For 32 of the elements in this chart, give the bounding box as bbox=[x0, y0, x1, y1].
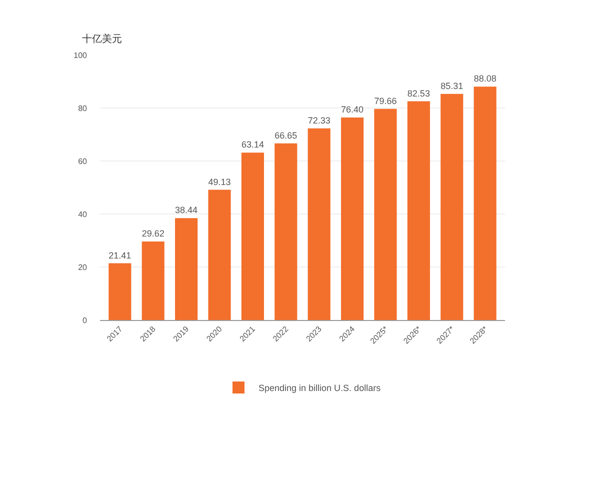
bar bbox=[274, 143, 298, 320]
bar bbox=[308, 128, 330, 320]
data-label: 82.53 bbox=[407, 88, 430, 98]
y-tick-label: 60 bbox=[78, 156, 88, 166]
legend-label: Spending in billion U.S. dollars bbox=[258, 383, 382, 394]
data-label: 88.08 bbox=[474, 74, 496, 84]
bar bbox=[407, 101, 430, 320]
bar bbox=[440, 94, 464, 320]
bar bbox=[108, 263, 132, 320]
data-label: 76.40 bbox=[341, 104, 364, 115]
data-label: 21.41 bbox=[108, 250, 132, 260]
data-label: 79.66 bbox=[374, 96, 397, 106]
bar bbox=[474, 86, 496, 320]
data-label: 38.44 bbox=[175, 205, 198, 216]
y-tick-label: 20 bbox=[78, 262, 88, 272]
bar bbox=[208, 190, 231, 320]
y-tick-label: 80 bbox=[78, 104, 88, 113]
bar bbox=[175, 218, 198, 320]
y-tick-label: 100 bbox=[74, 50, 88, 60]
bar bbox=[142, 242, 164, 320]
bar bbox=[241, 152, 264, 320]
bar bbox=[341, 118, 364, 320]
data-label: 29.62 bbox=[142, 228, 164, 239]
y-tick-label: 0 bbox=[82, 316, 88, 325]
data-label: 72.33 bbox=[308, 115, 330, 126]
data-label: 66.65 bbox=[274, 130, 298, 140]
y-tick-label: 40 bbox=[78, 210, 88, 219]
y-axis-title: 十亿美元 bbox=[82, 33, 122, 45]
bar bbox=[374, 108, 397, 320]
data-label: 49.13 bbox=[208, 176, 231, 187]
data-label: 63.14 bbox=[241, 140, 264, 150]
data-label: 85.31 bbox=[440, 80, 464, 91]
